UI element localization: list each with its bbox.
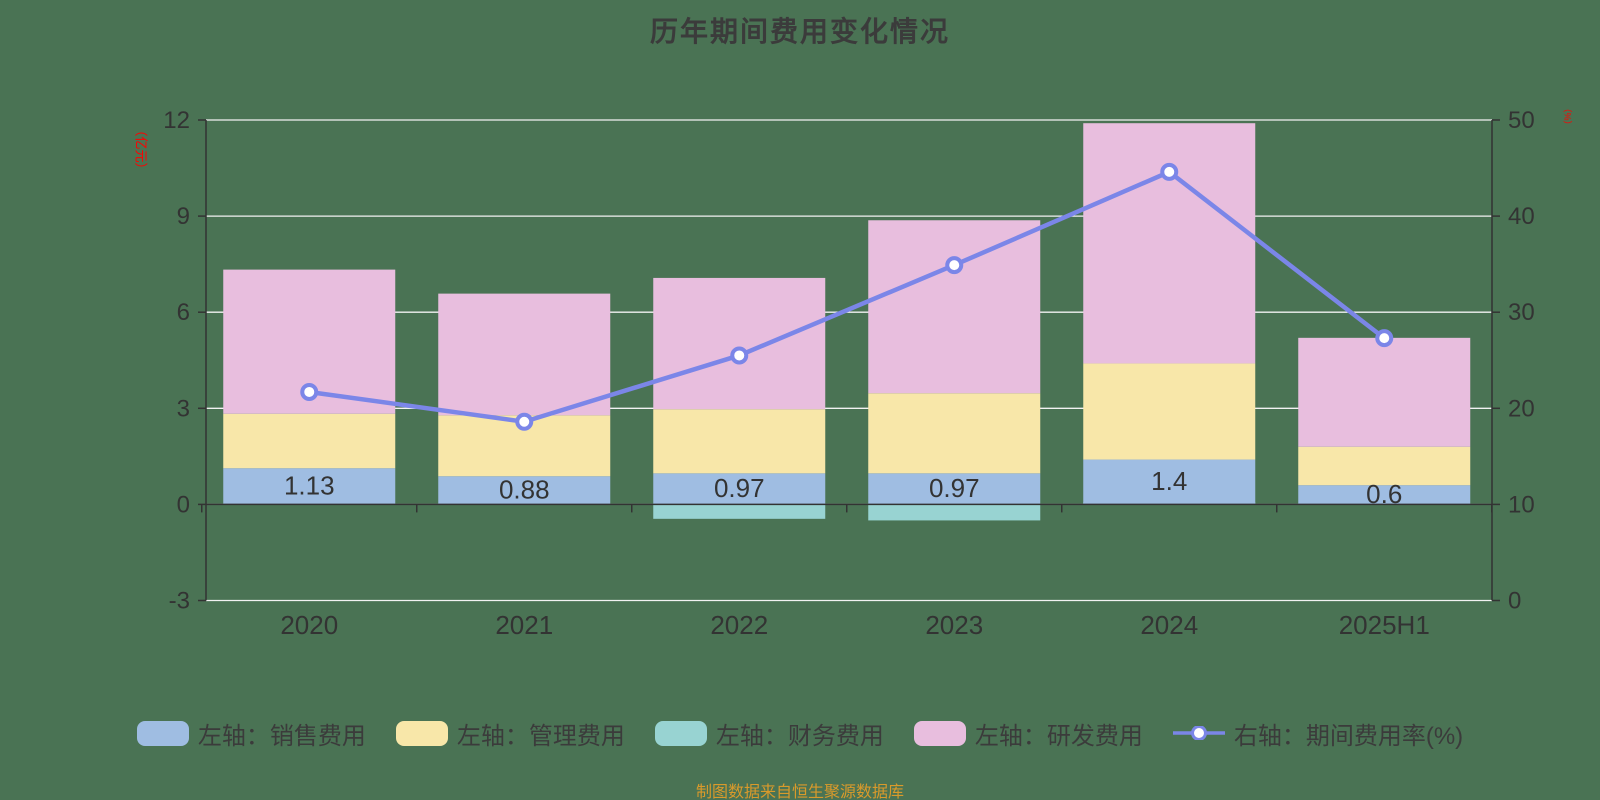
- svg-text:12: 12: [163, 107, 190, 134]
- svg-text:0.88: 0.88: [499, 474, 550, 504]
- svg-text:2020: 2020: [280, 610, 338, 640]
- svg-text:0.97: 0.97: [714, 473, 765, 503]
- svg-text:6: 6: [177, 299, 190, 326]
- svg-text:2025H1: 2025H1: [1339, 610, 1430, 640]
- svg-text:30: 30: [1508, 299, 1535, 326]
- svg-text:0: 0: [177, 491, 190, 518]
- svg-text:20: 20: [1508, 395, 1535, 422]
- svg-text:50: 50: [1508, 107, 1535, 134]
- svg-text:2021: 2021: [495, 610, 553, 640]
- svg-text:2023: 2023: [925, 610, 983, 640]
- svg-text:2022: 2022: [710, 610, 768, 640]
- svg-text:40: 40: [1508, 203, 1535, 230]
- svg-text:0.97: 0.97: [929, 473, 980, 503]
- svg-text:2024: 2024: [1140, 610, 1198, 640]
- svg-text:3: 3: [177, 395, 190, 422]
- svg-text:0: 0: [1508, 588, 1521, 615]
- svg-text:1.13: 1.13: [284, 470, 335, 500]
- svg-text:9: 9: [177, 203, 190, 230]
- svg-text:1.4: 1.4: [1151, 466, 1187, 496]
- svg-text:-3: -3: [169, 588, 190, 615]
- svg-text:10: 10: [1508, 491, 1535, 518]
